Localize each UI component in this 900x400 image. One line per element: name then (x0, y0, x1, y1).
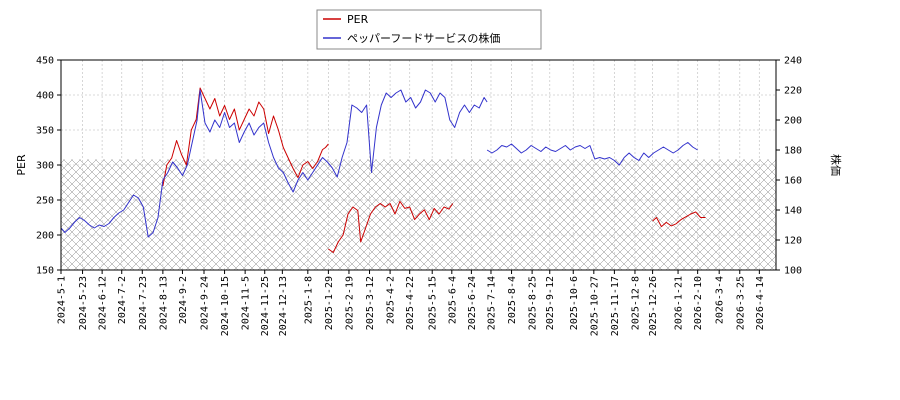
left-tick-label: 200 (36, 231, 54, 242)
x-tick-label: 2025-11-17 (610, 276, 621, 336)
left-axis-title: PER (15, 154, 28, 176)
right-tick-label: 140 (784, 206, 802, 217)
x-tick-label: 2025-1-8 (303, 276, 314, 324)
x-tick-label: 2024-10-15 (220, 276, 231, 336)
left-tick-label: 450 (36, 56, 54, 67)
x-tick-label: 2026-3-25 (735, 276, 746, 330)
stock-price-series-line-1 (486, 142, 698, 166)
x-tick-label: 2025-12-26 (648, 276, 659, 336)
x-tick-label: 2024-5-23 (78, 276, 89, 330)
x-tick-label: 2025-5-15 (428, 276, 439, 330)
right-tick-label: 180 (784, 146, 802, 157)
x-tick-label: 2025-8-25 (528, 276, 539, 330)
x-tick-label: 2026-4-14 (755, 276, 766, 330)
series-layer (61, 87, 706, 253)
x-tick-label: 2025-12-8 (630, 276, 641, 330)
legend-label-per: PER (347, 13, 369, 26)
per-series-line-2 (652, 211, 706, 228)
x-tick-label: 2024-7-2 (117, 276, 128, 324)
left-tick-label: 250 (36, 196, 54, 207)
left-tick-label: 350 (36, 126, 54, 137)
x-tick-label: 2025-10-6 (569, 276, 580, 330)
right-tick-label: 240 (784, 56, 802, 67)
x-tick-label: 2024-9-2 (178, 276, 189, 324)
left-tick-label: 300 (36, 161, 54, 172)
x-tick-label: 2024-12-13 (278, 276, 289, 336)
x-tick-label: 2026-3-4 (715, 276, 726, 324)
x-tick-label: 2024-11-5 (241, 276, 252, 330)
x-tick-label: 2025-4-2 (386, 276, 397, 324)
x-tick-label: 2025-3-12 (365, 276, 376, 330)
x-tick-label: 2025-2-19 (344, 276, 355, 330)
x-tick-label: 2024-9-24 (200, 276, 211, 330)
x-tick-label: 2026-1-21 (674, 276, 685, 330)
x-tick-label: 2025-7-14 (486, 276, 497, 330)
x-tick-label: 2025-10-27 (589, 276, 600, 336)
per-series-line-0 (162, 87, 329, 187)
x-tick-label: 2025-9-12 (545, 276, 556, 330)
x-tick-label: 2024-7-23 (138, 276, 149, 330)
x-tick-label: 2024-8-13 (158, 276, 169, 330)
left-axis-ticks: 150 200 250 300 350 400 450 (36, 56, 61, 277)
legend: PER ペッパーフードサービスの株価 (316, 9, 542, 50)
x-tick-label: 2024-5-1 (57, 276, 68, 324)
left-tick-label: 150 (36, 266, 54, 277)
x-tick-label: 2024-11-25 (260, 276, 271, 336)
right-axis-title: 株価 (829, 154, 843, 176)
per-series-line-1 (328, 200, 454, 253)
x-tick-label: 2025-1-29 (324, 276, 335, 330)
x-tick-label: 2025-6-4 (447, 276, 458, 324)
x-tick-label: 2026-2-10 (693, 276, 704, 330)
legend-label-stock: ペッパーフードサービスの株価 (347, 31, 500, 45)
x-tick-label: 2025-8-4 (507, 276, 518, 324)
x-tick-label: 2025-4-22 (405, 276, 416, 330)
right-tick-label: 100 (784, 266, 802, 277)
right-tick-label: 220 (784, 86, 802, 97)
x-tick-label: 2025-6-24 (467, 276, 478, 330)
right-tick-label: 120 (784, 236, 802, 247)
right-axis-ticks: 100 120 140 160 180 200 220 240 (776, 56, 802, 277)
right-tick-label: 160 (784, 176, 802, 187)
right-tick-label: 200 (784, 116, 802, 127)
x-axis-ticks: 2024-5-1 2024-5-23 2024-6-12 2024-7-2 2024-7… (57, 270, 766, 336)
x-tick-label: 2024-6-12 (98, 276, 109, 330)
stock-price-series-line-0 (61, 89, 488, 238)
legend-box (316, 9, 542, 50)
left-tick-label: 400 (36, 91, 54, 102)
